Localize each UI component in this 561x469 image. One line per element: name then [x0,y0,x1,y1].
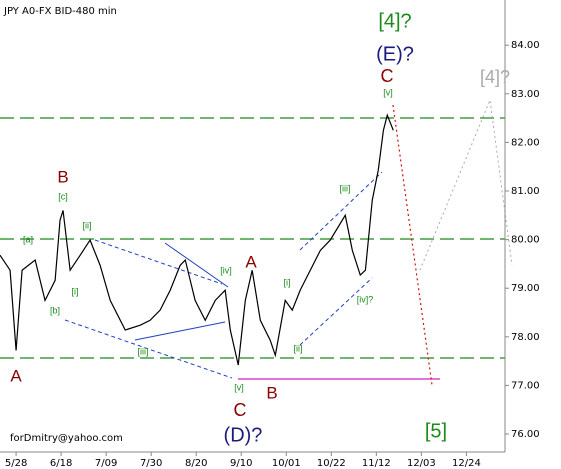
wave-label: [5] [425,420,447,442]
y-tick-label: 77.00 [511,380,540,391]
wave-label: [v] [234,382,244,392]
wave-label: [ii] [83,220,92,230]
channel [94,239,223,285]
projection [419,98,513,271]
wave-label: (E)? [376,43,414,65]
wave-label: C [381,66,394,86]
wave-label: (D)? [224,424,263,446]
wave-label: A [10,366,22,385]
x-tick-label: 10/22 [317,458,346,469]
channel [299,277,373,346]
plot-area [0,0,505,452]
y-tick-label: 84.00 [511,40,540,51]
wave-label: [v] [383,87,393,97]
wave-label: C [234,400,247,420]
wave-label: [4]? [480,67,510,87]
channel [64,319,233,379]
overlays [0,98,513,386]
wave-label: [iii] [340,183,351,193]
wave-label: [iii] [138,346,149,356]
footer: forDmitry@yahoo.com [10,433,123,444]
wave-label: [b] [50,305,60,315]
channel [164,242,229,288]
x-tick-label: 6/18 [50,458,72,469]
x-tick-label: 5/28 [5,458,27,469]
x-tick-label: 11/12 [362,458,391,469]
wave-label: [i] [71,286,78,296]
y-tick-label: 82.00 [511,137,540,148]
y-tick-label: 81.00 [511,186,540,197]
x-tick-label: 9/10 [230,458,252,469]
wave-label: B [266,383,277,402]
y-tick-label: 80.00 [511,235,540,246]
wave-label: [ii] [294,343,303,353]
y-tick-label: 76.00 [511,429,540,440]
wave-label: [4]? [378,10,411,32]
projection [392,104,433,386]
x-tick-label: 12/24 [452,458,481,469]
channel [134,321,226,341]
wave-label: B [57,167,68,186]
wave-label: [c] [58,191,68,201]
x-tick-label: 7/09 [95,458,117,469]
x-tick-label: 7/30 [140,458,162,469]
price-line [0,113,394,366]
y-tick-label: 83.00 [511,89,540,100]
wave-label: [iv] [220,265,232,275]
wave-label: [a] [23,234,33,244]
x-tick-label: 8/20 [185,458,207,469]
y-tick-label: 78.00 [511,332,540,343]
wave-label: A [245,252,257,271]
x-tick-label: 10/01 [272,458,301,469]
chart-title: JPY A0-FX BID-480 min [3,6,117,17]
wave-label: [i] [283,277,290,287]
y-tick-label: 79.00 [511,283,540,294]
x-tick-label: 12/03 [407,458,436,469]
channel [299,171,383,251]
wave-label: [iv]? [357,294,374,304]
